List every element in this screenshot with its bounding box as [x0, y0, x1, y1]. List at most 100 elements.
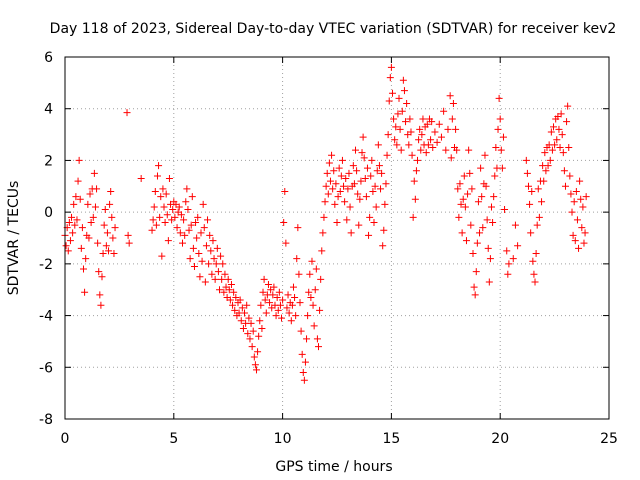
data-point	[254, 348, 262, 356]
data-point	[209, 237, 217, 245]
data-point	[270, 283, 278, 291]
data-point	[285, 309, 293, 317]
data-point	[509, 255, 517, 263]
data-point	[109, 234, 117, 242]
data-point	[151, 187, 159, 195]
data-point	[497, 146, 505, 154]
data-point	[367, 172, 375, 180]
data-point	[530, 270, 538, 278]
data-point	[524, 182, 532, 190]
data-point	[85, 234, 93, 242]
data-point	[383, 151, 391, 159]
data-point	[105, 247, 113, 255]
data-point	[435, 120, 443, 128]
data-point	[356, 195, 364, 203]
data-point	[169, 206, 177, 214]
data-point	[395, 94, 403, 102]
data-point	[442, 146, 450, 154]
data-point	[160, 203, 168, 211]
data-point	[74, 177, 82, 185]
data-point	[563, 118, 571, 126]
data-point	[210, 255, 218, 263]
data-point	[384, 131, 392, 139]
data-point	[561, 182, 569, 190]
data-point	[449, 100, 457, 108]
data-point	[161, 218, 169, 226]
data-point	[578, 224, 586, 232]
data-point	[491, 172, 499, 180]
data-point	[189, 244, 197, 252]
y-tick-label: 4	[44, 102, 53, 118]
data-point	[353, 167, 361, 175]
data-point	[374, 141, 382, 149]
data-point	[397, 146, 405, 154]
data-point	[101, 206, 109, 214]
data-point	[390, 115, 398, 123]
data-point	[557, 110, 565, 118]
data-point	[186, 255, 194, 263]
x-axis-title: GPS time / hours	[275, 459, 392, 475]
data-point	[97, 301, 105, 309]
data-point	[193, 234, 201, 242]
data-point	[217, 252, 225, 260]
data-point	[293, 255, 301, 263]
x-tick-label: 10	[274, 431, 292, 447]
data-point	[551, 141, 559, 149]
data-point	[94, 239, 102, 247]
data-point	[179, 239, 187, 247]
data-point	[62, 242, 70, 250]
data-point	[571, 237, 579, 245]
data-point	[86, 190, 94, 198]
data-point	[534, 185, 542, 193]
data-point	[417, 146, 425, 154]
data-point	[486, 255, 494, 263]
data-point	[202, 242, 210, 250]
data-point	[459, 195, 467, 203]
data-point	[137, 175, 145, 183]
data-point	[476, 229, 484, 237]
data-point	[579, 203, 587, 211]
data-point	[319, 229, 327, 237]
data-point	[471, 291, 479, 299]
data-point	[207, 247, 215, 255]
data-point	[157, 193, 165, 201]
data-point	[295, 270, 303, 278]
data-point	[559, 149, 567, 157]
data-point	[403, 100, 411, 108]
data-point	[398, 107, 406, 115]
data-point	[556, 144, 564, 151]
data-point	[402, 118, 410, 126]
data-point	[514, 242, 522, 250]
data-point	[149, 216, 157, 224]
data-point	[535, 213, 543, 221]
data-point	[489, 218, 497, 226]
data-point	[336, 187, 344, 195]
data-point	[511, 221, 519, 229]
data-point	[224, 275, 232, 283]
data-point	[155, 162, 163, 170]
data-point	[580, 239, 588, 247]
data-point	[296, 299, 304, 307]
data-point	[125, 239, 133, 247]
data-point	[96, 291, 104, 299]
data-point	[150, 203, 158, 211]
data-point	[98, 273, 106, 281]
data-point	[272, 312, 280, 320]
chart-title: Day 118 of 2023, Sidereal Day-to-day VTE…	[50, 21, 617, 37]
data-point	[177, 211, 185, 219]
data-point	[422, 149, 430, 157]
data-point	[526, 200, 534, 208]
data-point	[495, 94, 503, 102]
data-point	[89, 213, 97, 221]
data-point	[350, 180, 358, 188]
data-point	[326, 177, 334, 185]
data-point	[200, 224, 208, 232]
data-point	[278, 314, 286, 322]
data-point	[309, 301, 317, 309]
data-point	[187, 221, 195, 229]
data-point	[305, 288, 313, 296]
data-point	[446, 92, 454, 100]
data-point	[311, 286, 319, 294]
data-point	[299, 368, 307, 376]
